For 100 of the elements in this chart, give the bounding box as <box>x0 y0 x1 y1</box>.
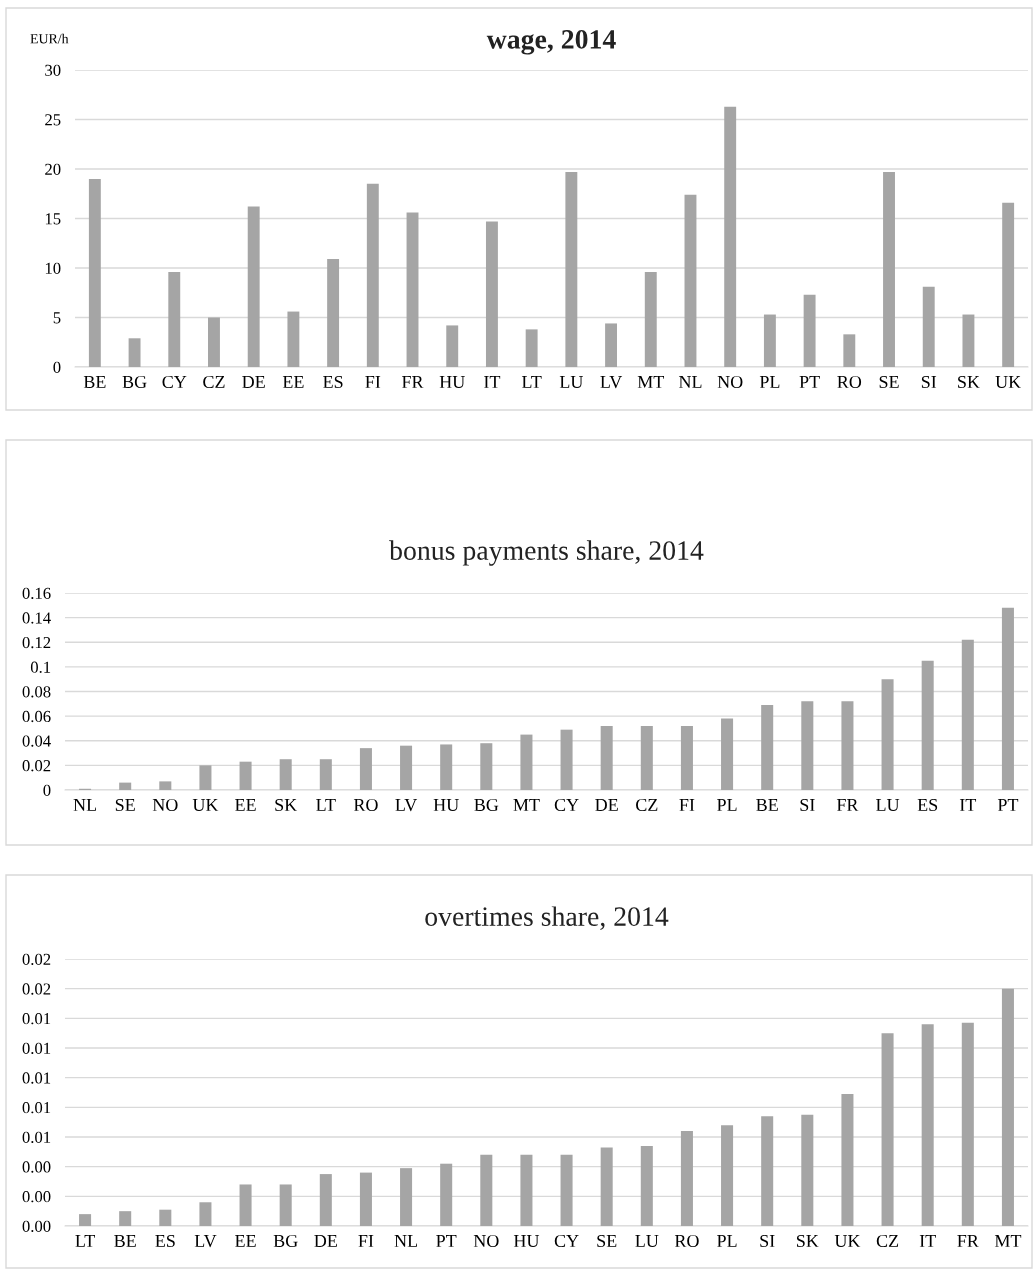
x-tick-label: HU <box>439 376 465 389</box>
x-tick-label: DE <box>595 799 618 811</box>
bar <box>525 329 538 367</box>
x-tick-label: PL <box>759 376 780 388</box>
x-tick-label: DE <box>314 1235 337 1247</box>
bar <box>841 701 854 790</box>
x-tick-label: LT <box>75 1235 95 1247</box>
x-tick-label: HU <box>433 799 459 812</box>
bar <box>406 212 419 367</box>
x-tick-label: NO <box>717 375 743 389</box>
bar <box>761 705 774 790</box>
bar <box>565 171 578 367</box>
y-axis-title: EUR/h <box>30 33 69 44</box>
bar <box>359 748 372 790</box>
x-tick-label: SE <box>115 798 135 812</box>
x-tick-label: CY <box>554 798 579 812</box>
bar <box>560 729 573 790</box>
x-tick-label: IT <box>484 376 501 388</box>
bar <box>208 317 220 367</box>
x-tick-label: LT <box>521 376 542 388</box>
x-tick-label: BG <box>273 1234 298 1248</box>
chart-title: bonus payments share, 2014 <box>389 540 704 566</box>
bar <box>520 734 533 790</box>
x-tick-label: FI <box>365 376 381 388</box>
bar <box>287 311 300 367</box>
bar <box>440 744 453 790</box>
bar <box>79 1214 92 1226</box>
bar <box>327 259 340 367</box>
x-tick-label: UK <box>995 376 1021 389</box>
bar <box>961 639 974 790</box>
bar <box>843 334 856 367</box>
y-tick-label: 0.16 <box>22 587 51 600</box>
x-tick-label: BG <box>122 375 147 389</box>
y-tick-label: 0.01 <box>22 1013 51 1025</box>
bar <box>921 1024 934 1226</box>
bar <box>485 221 498 367</box>
x-tick-label: SE <box>597 1234 617 1248</box>
bar <box>881 1033 894 1226</box>
x-tick-label: UK <box>834 1235 861 1248</box>
bar <box>239 761 252 790</box>
x-tick-label: RO <box>353 798 378 812</box>
x-tick-label: BE <box>756 799 778 811</box>
x-tick-label: RO <box>674 1234 699 1248</box>
bar <box>883 171 895 367</box>
y-tick-label: 0.01 <box>22 1072 51 1084</box>
x-tick-label: MT <box>637 376 665 388</box>
y-tick-label: 0.04 <box>22 735 51 747</box>
x-tick-label: NL <box>73 799 97 811</box>
bar <box>199 1202 212 1226</box>
bar <box>921 660 934 790</box>
y-tick-label: 0.00 <box>22 1191 51 1203</box>
x-tick-label: LV <box>194 1235 217 1248</box>
bar <box>520 1154 533 1226</box>
bar <box>721 718 734 790</box>
x-tick-label: LV <box>600 376 623 389</box>
x-tick-label: SK <box>796 1234 819 1248</box>
bar <box>801 1114 814 1226</box>
y-tick-label: 0.00 <box>22 1220 51 1233</box>
x-tick-label: ES <box>155 1234 175 1248</box>
x-tick-label: UK <box>192 799 219 812</box>
bar <box>119 782 132 790</box>
x-tick-label: LV <box>395 799 418 812</box>
bar <box>962 314 975 367</box>
x-tick-label: RO <box>837 375 862 389</box>
y-tick-label: 0.02 <box>22 953 51 966</box>
bar <box>881 679 894 790</box>
bar <box>400 1168 413 1226</box>
x-tick-label: IT <box>919 1235 936 1247</box>
x-tick-label: SK <box>275 798 298 812</box>
x-tick-label: NL <box>678 376 702 388</box>
x-tick-label: LT <box>316 799 336 811</box>
y-tick-label: 25 <box>45 114 61 126</box>
x-tick-label: SI <box>760 1234 775 1248</box>
bar <box>128 338 141 367</box>
x-tick-label: NO <box>152 798 178 812</box>
bar <box>560 1154 573 1226</box>
x-tick-label: PT <box>997 799 1019 811</box>
x-tick-label: BG <box>474 798 499 812</box>
x-tick-label: ES <box>917 798 938 812</box>
bar <box>644 271 657 367</box>
bar <box>961 1022 974 1226</box>
bar <box>199 765 212 790</box>
x-tick-label: MT <box>994 1235 1022 1247</box>
x-tick-label: NO <box>473 1234 499 1248</box>
y-tick-label: 20 <box>45 163 61 175</box>
bar <box>600 1147 613 1226</box>
bar <box>366 183 379 367</box>
chart-title: overtimes share, 2014 <box>425 906 669 930</box>
x-tick-label: PT <box>799 376 820 388</box>
bar <box>239 1184 252 1226</box>
x-tick-label: LU <box>635 1235 659 1248</box>
x-tick-label: HU <box>513 1235 540 1248</box>
bar <box>1002 202 1015 367</box>
bar <box>359 1172 372 1226</box>
bar <box>1001 607 1014 790</box>
y-tick-label: 0.01 <box>22 1131 51 1144</box>
x-tick-label: FR <box>957 1235 979 1247</box>
y-tick-label: 0.14 <box>22 612 51 624</box>
bar <box>801 701 814 790</box>
bar <box>684 194 697 367</box>
